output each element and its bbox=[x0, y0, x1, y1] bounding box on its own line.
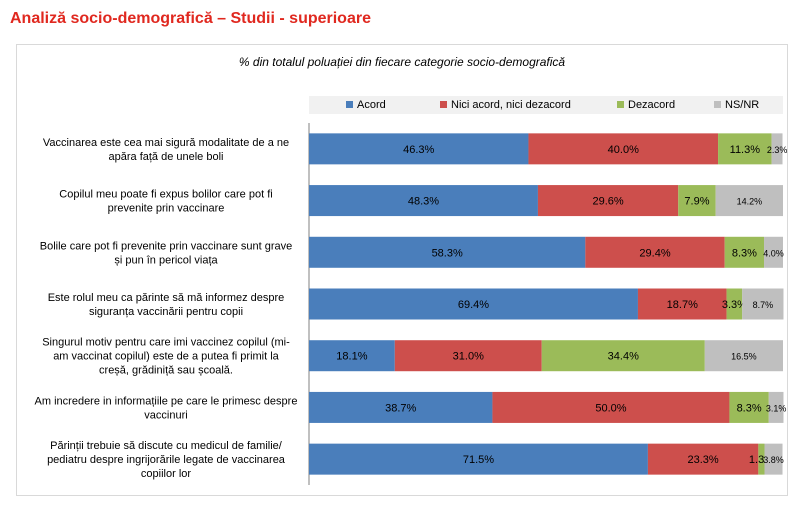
data-label: 2.3% bbox=[767, 145, 787, 155]
bar-segment bbox=[771, 133, 783, 165]
data-label: 18.1% bbox=[336, 351, 367, 363]
bar-segment bbox=[309, 236, 586, 268]
legend-item-2: Dezacord bbox=[617, 99, 675, 111]
bar-segment bbox=[758, 443, 765, 475]
data-label: 16.5% bbox=[731, 352, 757, 362]
data-label: 3.3% bbox=[722, 299, 747, 311]
data-label: 8.7% bbox=[753, 300, 774, 310]
data-label: 38.7% bbox=[385, 402, 416, 414]
data-label: 11.3% bbox=[730, 144, 761, 156]
data-label: 23.3% bbox=[688, 454, 719, 466]
legend-label: Dezacord bbox=[628, 99, 676, 111]
legend-label: NS/NR bbox=[725, 99, 760, 111]
bar-segment bbox=[718, 133, 772, 165]
category-label: Singurul motiv pentru care imi vaccinez … bbox=[42, 337, 290, 377]
data-label: 48.3% bbox=[408, 196, 439, 208]
data-label: 50.0% bbox=[595, 402, 626, 414]
page-title: Analiză socio-demografică – Studii - sup… bbox=[10, 10, 371, 27]
legend-item-1: Nici acord, nici dezacord bbox=[440, 99, 571, 111]
bar-segment bbox=[585, 236, 725, 268]
data-label: 3.8% bbox=[763, 455, 784, 465]
legend-swatch bbox=[617, 101, 624, 108]
chart-plot: Vaccinarea este cea mai sigură modalitat… bbox=[35, 123, 787, 485]
bar-segment bbox=[768, 391, 784, 423]
bar-segment bbox=[309, 185, 538, 217]
bar-segment bbox=[309, 391, 493, 423]
data-label: 40.0% bbox=[608, 144, 639, 156]
data-label: 8.3% bbox=[737, 402, 762, 414]
data-label: 3.1% bbox=[766, 403, 787, 413]
category-label: Am incredere in informațiile pe care le … bbox=[35, 395, 298, 421]
data-label: 14.2% bbox=[737, 197, 763, 207]
bar-segment bbox=[647, 443, 759, 475]
bar-segment bbox=[764, 236, 783, 268]
chart-frame: % din totalul poluației din fiecare cate… bbox=[16, 44, 788, 496]
data-label: 7.9% bbox=[684, 196, 709, 208]
legend-swatch bbox=[440, 101, 447, 108]
bar-segment bbox=[726, 288, 743, 320]
bar-segment bbox=[528, 133, 719, 165]
data-label: 69.4% bbox=[458, 299, 489, 311]
category-label: Este rolul meu ca părinte să mă informez… bbox=[48, 292, 285, 318]
category-label: Copilul meu poate fi expus bolilor care … bbox=[59, 189, 272, 215]
bar-segment bbox=[724, 236, 765, 268]
category-label: Părinții trebuie să discute cu medicul d… bbox=[47, 440, 286, 480]
category-label: Bolile care pot fi prevenite prin vaccin… bbox=[40, 240, 293, 266]
data-label: 34.4% bbox=[608, 351, 639, 363]
bar-segment bbox=[729, 391, 769, 423]
legend-swatch bbox=[346, 101, 353, 108]
bar-segment bbox=[704, 340, 783, 372]
bar-segment bbox=[309, 133, 529, 165]
legend-item-0: Acord bbox=[346, 99, 386, 111]
bar-segment bbox=[309, 443, 648, 475]
bar-segment bbox=[764, 443, 783, 475]
data-label: 4.0% bbox=[763, 248, 784, 258]
data-label: 46.3% bbox=[403, 144, 434, 156]
chart-legend: Acord Nici acord, nici dezacord Dezacord NS… bbox=[309, 96, 783, 114]
chart-subtitle: % din totalul poluației din fiecare cate… bbox=[238, 55, 566, 69]
data-label: 8.3% bbox=[732, 247, 757, 259]
bar-segment bbox=[678, 185, 716, 217]
legend-label: Acord bbox=[357, 99, 386, 111]
legend-swatch bbox=[714, 101, 721, 108]
bar-segment bbox=[637, 288, 727, 320]
data-label: 71.5% bbox=[463, 454, 494, 466]
legend-label: Nici acord, nici dezacord bbox=[451, 99, 571, 111]
bar-segment bbox=[492, 391, 730, 423]
bar-segment bbox=[309, 288, 638, 320]
legend-item-3: NS/NR bbox=[714, 99, 759, 111]
category-label: Vaccinarea este cea mai sigură modalitat… bbox=[43, 137, 289, 163]
data-label: 58.3% bbox=[432, 247, 463, 259]
bar-segment bbox=[309, 340, 395, 372]
data-label: 31.0% bbox=[453, 351, 484, 363]
bar-segment bbox=[541, 340, 705, 372]
bar-segment bbox=[742, 288, 784, 320]
data-label: 18.7% bbox=[667, 299, 698, 311]
data-label: 29.4% bbox=[639, 247, 670, 259]
bar-segment bbox=[715, 185, 783, 217]
data-label: 29.6% bbox=[592, 196, 623, 208]
bar-segment bbox=[537, 185, 679, 217]
bar-segment bbox=[394, 340, 542, 372]
